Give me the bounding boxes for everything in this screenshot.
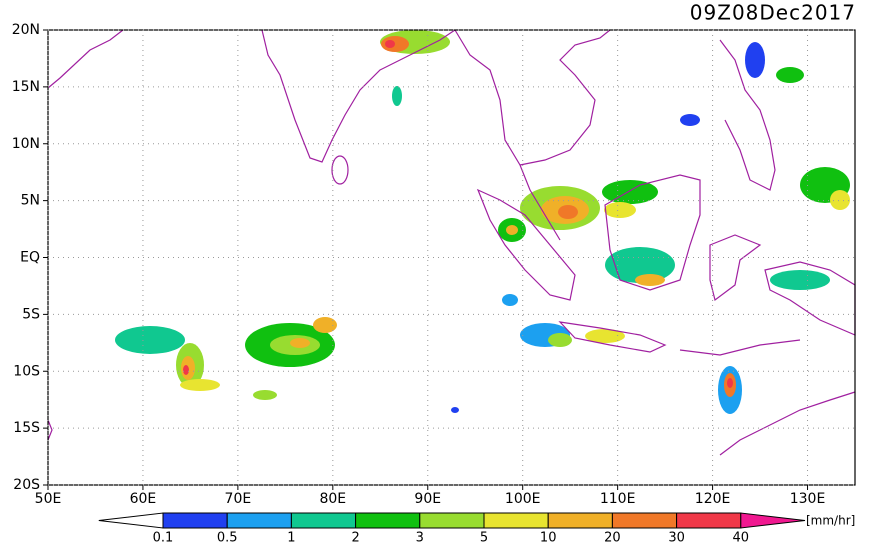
colorbar-unit: [mm/hr] (806, 514, 855, 528)
colorbar-box (226, 512, 292, 529)
colorbar-box (676, 512, 742, 529)
colorbar-label: 1 (287, 531, 295, 544)
colorbar-label: 10 (540, 531, 557, 544)
lon-tick-label: 70E (225, 491, 252, 507)
colorbar-label: 0.1 (153, 531, 174, 544)
precipitation (115, 30, 850, 414)
colorbar-label: 40 (733, 531, 750, 544)
lat-tick-label: 10S (13, 363, 40, 379)
lon-tick-label: 130E (790, 491, 826, 507)
colorbar-label: 5 (480, 531, 488, 544)
lat-tick-label: 5N (21, 193, 40, 209)
lon-tick-label: 60E (130, 491, 157, 507)
lat-tick-label: 5S (22, 306, 40, 322)
colorbar-label: 3 (416, 531, 424, 544)
lat-tick-label: EQ (20, 250, 40, 266)
lat-tick-label: 20N (12, 22, 40, 38)
lon-tick-label: 110E (600, 491, 636, 507)
colorbar-box (162, 512, 228, 529)
map-title: 09Z08Dec2017 (690, 1, 856, 25)
lon-tick-label: 80E (319, 491, 346, 507)
lat-tick-label: 15S (13, 420, 40, 436)
colorbar-label: 2 (351, 531, 359, 544)
lat-tick-label: 10N (12, 136, 40, 152)
colorbar-box (290, 512, 357, 529)
lon-tick-label: 90E (414, 491, 441, 507)
colorbar-label: 30 (668, 531, 685, 544)
colorbar-label: 20 (604, 531, 621, 544)
colorbar-box (419, 512, 485, 529)
colorbar-box (611, 512, 678, 529)
lon-tick-label: 50E (35, 491, 62, 507)
colorbar-box (483, 512, 549, 529)
colorbar-low (98, 512, 164, 529)
colorbar-label: 0.5 (217, 531, 238, 544)
colorbar-box (355, 512, 421, 529)
lon-tick-label: 120E (695, 491, 731, 507)
lat-tick-label: 15N (12, 79, 40, 95)
coastlines (47, 29, 856, 456)
colorbar-high (740, 512, 806, 529)
colorbar-box (547, 512, 613, 529)
lat-tick-label: 20S (13, 477, 40, 493)
lon-tick-label: 100E (505, 491, 541, 507)
